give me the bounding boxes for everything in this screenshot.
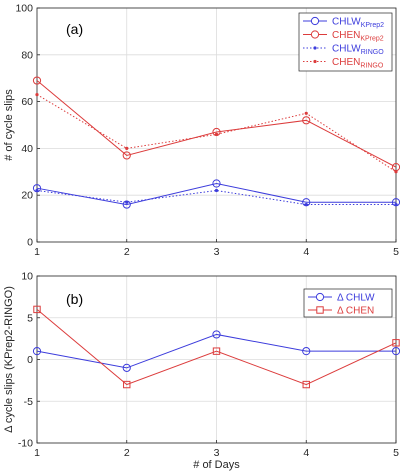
data-point bbox=[32, 76, 42, 85]
legend-marker bbox=[315, 292, 325, 302]
data-point bbox=[125, 146, 129, 150]
legend-label: CHLWRINGO bbox=[332, 44, 384, 57]
series-line bbox=[36, 190, 396, 206]
y-tick-label: 20 bbox=[21, 190, 33, 202]
chart-panel-2: -10 -5 0 5 10 1 2 3 4 5 (b) Δ cycle slips (KPrep2-R… bbox=[3, 271, 400, 471]
x-tick-label: 2 bbox=[124, 246, 130, 258]
legend-label: CHENKPrep2 bbox=[332, 30, 384, 43]
panel-label: (a) bbox=[66, 21, 83, 37]
legend-label-name: CHLW bbox=[332, 44, 361, 55]
data-point bbox=[392, 339, 400, 347]
y-tick-label: -10 bbox=[18, 438, 33, 450]
legend-label: Δ CHLW bbox=[337, 293, 375, 304]
legend-marker bbox=[313, 59, 317, 64]
series-line bbox=[36, 309, 397, 386]
data-point bbox=[35, 92, 39, 97]
y-axis-label: Δ cycle slips (KPrep2-RINGO) bbox=[3, 286, 15, 433]
y-tick-label: 80 bbox=[21, 49, 33, 61]
legend-marker bbox=[310, 30, 320, 39]
panel-label: (b) bbox=[66, 291, 83, 307]
y-tick-label: 10 bbox=[21, 271, 33, 283]
data-point bbox=[35, 188, 39, 193]
axes-box bbox=[36, 7, 397, 243]
data-point bbox=[302, 380, 310, 389]
series-line bbox=[36, 182, 396, 206]
x-tick-label: 1 bbox=[34, 246, 40, 258]
data-point bbox=[304, 111, 308, 115]
data-point bbox=[214, 188, 219, 193]
series-line bbox=[36, 80, 397, 168]
legend-label: CHENRINGO bbox=[332, 57, 384, 70]
chart-panel-1: 0 20 40 60 80 100 1 2 3 4 5 (a) # of cycle slips CHLW… bbox=[3, 3, 400, 258]
x-axis-label: # of Days bbox=[193, 459, 240, 471]
legend-label-subscript: KPrep2 bbox=[360, 36, 383, 43]
x-tick-label: 1 bbox=[34, 447, 40, 459]
x-tick-label: 2 bbox=[124, 447, 130, 459]
data-point bbox=[32, 347, 42, 356]
data-point bbox=[214, 132, 219, 136]
x-tick-label: 3 bbox=[214, 447, 220, 459]
data-point bbox=[123, 380, 131, 389]
x-tick-label: 3 bbox=[214, 246, 220, 258]
y-tick-label: 40 bbox=[21, 143, 33, 155]
data-point bbox=[302, 116, 311, 125]
y-tick-label: 5 bbox=[27, 312, 33, 324]
legend: Δ CHLW Δ CHEN bbox=[303, 288, 393, 318]
legend-label-name: CHEN bbox=[332, 30, 360, 41]
data-point bbox=[212, 330, 221, 339]
legend-label-name: CHEN bbox=[332, 57, 360, 68]
y-axis-label: # of cycle slips bbox=[3, 89, 15, 161]
legend-marker bbox=[316, 306, 324, 314]
legend-marker bbox=[313, 46, 317, 50]
y-tick-label: 100 bbox=[15, 3, 33, 15]
legend-label: CHLWKPrep2 bbox=[332, 17, 384, 30]
data-point bbox=[394, 170, 398, 174]
x-tick-label: 5 bbox=[393, 447, 399, 459]
legend-label-subscript: RINGO bbox=[360, 63, 384, 70]
series-line bbox=[36, 333, 396, 369]
x-tick-label: 4 bbox=[303, 447, 309, 459]
data-point bbox=[125, 200, 129, 204]
data-point bbox=[212, 179, 221, 188]
data-point bbox=[304, 202, 308, 207]
legend-label-name: Δ CHEN bbox=[337, 306, 374, 317]
y-tick-label: 60 bbox=[21, 96, 33, 108]
legend-label-subscript: KPrep2 bbox=[361, 22, 384, 29]
data-point bbox=[122, 363, 131, 372]
legend-label: Δ CHEN bbox=[337, 306, 374, 317]
legend-label-subscript: RINGO bbox=[361, 49, 385, 56]
series-line bbox=[36, 94, 397, 173]
data-point bbox=[122, 151, 131, 160]
legend-marker bbox=[310, 16, 320, 26]
data-point bbox=[302, 347, 311, 356]
legend-label-name: CHLW bbox=[332, 17, 361, 28]
legend-label-name: Δ CHLW bbox=[337, 293, 375, 304]
x-tick-label: 5 bbox=[393, 246, 399, 258]
x-tick-label: 4 bbox=[303, 246, 309, 258]
y-tick-label: -5 bbox=[24, 396, 33, 408]
y-tick-label: 0 bbox=[27, 237, 33, 249]
data-point bbox=[212, 347, 221, 355]
y-tick-label: 0 bbox=[27, 354, 33, 366]
data-point bbox=[33, 305, 41, 314]
data-point bbox=[394, 202, 398, 207]
axes-box bbox=[36, 275, 397, 444]
